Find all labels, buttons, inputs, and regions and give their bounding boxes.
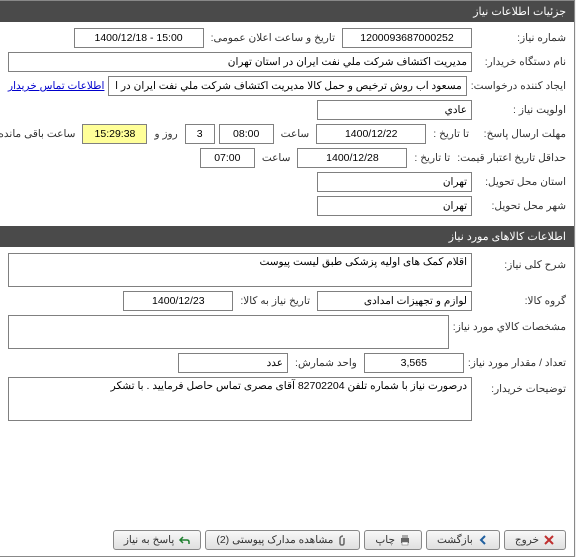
- days-remaining-field: [186, 124, 216, 144]
- buyer-org-field[interactable]: [9, 52, 473, 72]
- need-info-form: شماره نیاز: تاریخ و ساعت اعلان عمومی: نا…: [1, 22, 575, 226]
- buyer-contact-link[interactable]: اطلاعات تماس خریدار: [9, 80, 105, 92]
- attachments-button-label: مشاهده مدارک پیوستی (2): [217, 534, 334, 546]
- label-qty: تعداد / مقدار مورد نیاز:: [469, 357, 567, 369]
- label-min-validity: حداقل تاریخ اعتبار قیمت:: [458, 152, 567, 164]
- reply-hour-field[interactable]: [220, 124, 275, 144]
- label-need-date-goods: تاریخ نیاز به کالا:: [238, 295, 314, 307]
- label-delivery-city: شهر محل تحویل:: [477, 200, 567, 212]
- validity-hour-field[interactable]: [201, 148, 256, 168]
- goods-group-field[interactable]: [318, 291, 473, 311]
- label-need-desc: شرح کلی نیاز:: [477, 253, 567, 271]
- print-button-label: چاپ: [376, 534, 396, 546]
- print-button[interactable]: چاپ: [365, 530, 423, 550]
- label-goods-group: گروه کالا:: [477, 295, 567, 307]
- label-need-number: شماره نیاز:: [477, 32, 567, 44]
- section-header-need-info: جزئیات اطلاعات نیاز: [1, 1, 575, 22]
- reply-to-date-field[interactable]: [317, 124, 427, 144]
- need-details-window: جزئیات اطلاعات نیاز شماره نیاز: تاریخ و …: [0, 0, 576, 557]
- label-hours-remaining: ساعت باقی مانده: [0, 128, 79, 140]
- goods-spec-field[interactable]: [9, 315, 450, 349]
- label-to-date-2: تا تاریخ :: [412, 152, 454, 164]
- respond-button[interactable]: پاسخ به نیاز: [114, 530, 202, 550]
- need-date-goods-field[interactable]: [124, 291, 234, 311]
- countdown-field: [83, 124, 148, 144]
- label-hour-1: ساعت: [279, 128, 314, 140]
- attachment-icon: [338, 534, 350, 546]
- reply-icon: [179, 534, 191, 546]
- respond-button-label: پاسخ به نیاز: [125, 534, 175, 546]
- delivery-province-field[interactable]: [318, 172, 473, 192]
- label-request-creator: ایجاد کننده درخواست:: [472, 80, 567, 92]
- button-bar: خروج بازگشت چاپ مشاهده مدارک پیوستی (2) …: [9, 530, 567, 550]
- label-reply-deadline: مهلت ارسال پاسخ:: [477, 128, 567, 140]
- label-hour-2: ساعت: [260, 152, 295, 164]
- section-header-goods-info: اطلاعات کالاهای مورد نیاز: [1, 226, 575, 247]
- back-button-label: بازگشت: [438, 534, 474, 546]
- exit-button-label: خروج: [516, 534, 540, 546]
- request-creator-field[interactable]: [109, 76, 467, 96]
- label-to-date-1: تا تاریخ :: [431, 128, 473, 140]
- unit-field[interactable]: [179, 353, 289, 373]
- label-unit: واحد شمارش:: [293, 357, 361, 369]
- attachments-button[interactable]: مشاهده مدارک پیوستی (2): [206, 530, 361, 550]
- need-number-field[interactable]: [343, 28, 473, 48]
- label-days-and: روز و: [152, 128, 181, 140]
- label-public-datetime: تاریخ و ساعت اعلان عمومی:: [209, 32, 339, 44]
- print-icon: [400, 534, 412, 546]
- label-goods-spec: مشخصات کالاي مورد نیاز:: [454, 315, 567, 333]
- label-priority: اولویت نیاز :: [477, 104, 567, 116]
- delivery-city-field[interactable]: [318, 196, 473, 216]
- back-button[interactable]: بازگشت: [427, 530, 501, 550]
- need-desc-field[interactable]: [9, 253, 473, 287]
- label-buyer-org: نام دستگاه خریدار:: [477, 56, 567, 68]
- label-buyer-notes: توضیحات خریدار:: [477, 377, 567, 395]
- buyer-notes-field[interactable]: [9, 377, 473, 421]
- public-datetime-field[interactable]: [75, 28, 205, 48]
- goods-info-form: شرح کلی نیاز: گروه کالا: تاریخ نیاز به ک…: [1, 247, 575, 431]
- validity-date-field[interactable]: [298, 148, 408, 168]
- label-delivery-province: استان محل تحویل:: [477, 176, 567, 188]
- exit-button[interactable]: خروج: [505, 530, 567, 550]
- qty-field[interactable]: [365, 353, 465, 373]
- back-icon: [478, 534, 490, 546]
- priority-field[interactable]: [318, 100, 473, 120]
- exit-icon: [544, 534, 556, 546]
